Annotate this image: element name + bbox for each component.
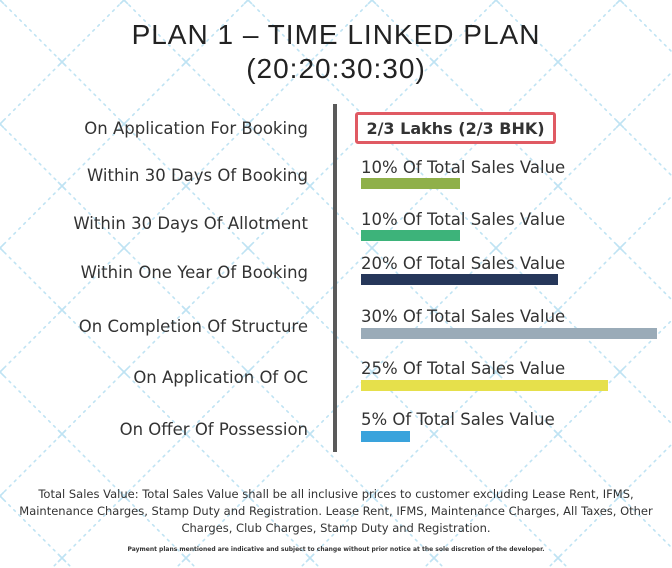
row-label-offer-possession: On Offer Of Possession [119,420,308,439]
bar-offer-possession [361,431,411,442]
payment-plan-disclaimer: Payment plans mentioned are indicative a… [127,546,545,553]
bar-completion-structure [361,328,657,339]
value-label-one-year-booking: 20% Of Total Sales Value [361,254,566,273]
row-label-30-days-allotment: Within 30 Days Of Allotment [73,214,308,233]
value-label-application-oc: 25% Of Total Sales Value [361,359,566,378]
timeline-divider [333,104,337,452]
row-label-application-oc: On Application Of OC [133,368,308,387]
bar-30-days-booking [361,178,460,189]
row-label-application-booking: On Application For Booking [84,119,308,138]
bar-one-year-booking [361,274,559,285]
booking-amount-box: 2/3 Lakhs (2/3 BHK) [355,112,556,144]
row-label-completion-structure: On Completion Of Structure [78,317,308,336]
plan-title: PLAN 1 – TIME LINKED PLAN [131,19,541,50]
value-label-offer-possession: 5% Of Total Sales Value [361,410,555,429]
value-label-30-days-allotment: 10% Of Total Sales Value [361,210,566,229]
row-label-one-year-booking: Within One Year Of Booking [80,263,308,282]
row-label-30-days-booking: Within 30 Days Of Booking [86,166,308,185]
value-label-30-days-booking: 10% Of Total Sales Value [361,158,566,177]
value-label-completion-structure: 30% Of Total Sales Value [361,307,566,326]
bar-30-days-allotment [361,230,460,241]
bar-application-oc [361,380,608,391]
plan-ratio-subtitle: (20:20:30:30) [246,53,426,84]
total-sales-value-footnote: Total Sales Value: Total Sales Value sha… [19,487,653,535]
